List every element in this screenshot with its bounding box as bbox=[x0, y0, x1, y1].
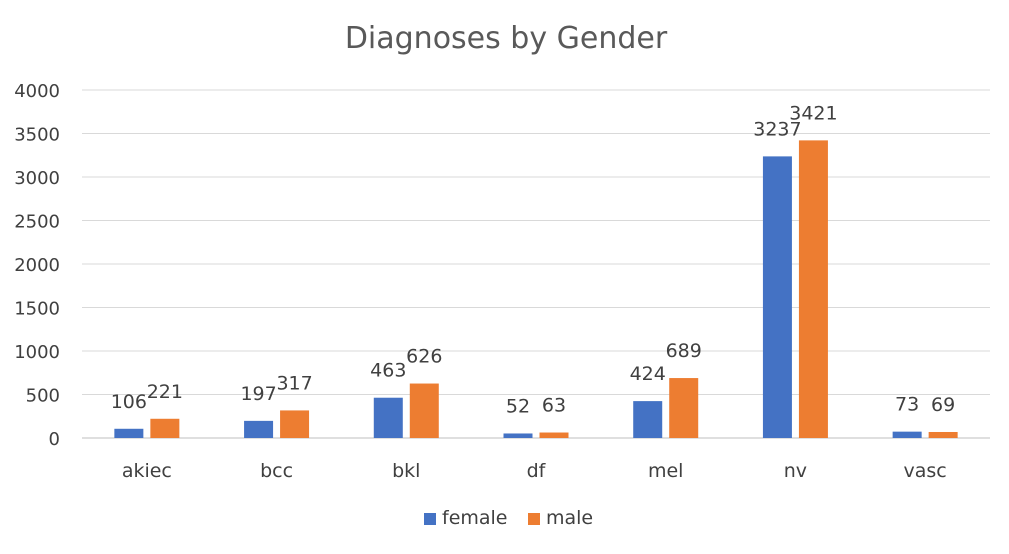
data-label-female-nv: 3237 bbox=[753, 118, 801, 140]
legend-label-male: male bbox=[546, 507, 593, 529]
x-axis-categories: akiec bcc bkl df mel nv vasc bbox=[122, 460, 947, 482]
bar-female-vasc bbox=[892, 431, 922, 438]
bars bbox=[114, 140, 958, 439]
data-label-male-df: 63 bbox=[542, 395, 566, 417]
bar-male-nv bbox=[798, 140, 828, 439]
data-label-male-bcc: 317 bbox=[276, 372, 312, 394]
y-tick-label: 2000 bbox=[14, 255, 60, 276]
legend-label-female: female bbox=[442, 507, 508, 529]
bar-male-bkl bbox=[409, 383, 439, 438]
y-tick-label: 1500 bbox=[14, 299, 60, 320]
data-label-male-mel: 689 bbox=[666, 340, 702, 362]
data-label-female-vasc: 73 bbox=[895, 394, 919, 416]
y-tick-label: 0 bbox=[49, 429, 60, 450]
bar-female-akiec bbox=[114, 428, 144, 438]
bar-male-mel bbox=[669, 378, 699, 438]
data-label-female-df: 52 bbox=[506, 395, 530, 417]
category-label: nv bbox=[784, 460, 807, 482]
y-axis-ticks: 0 500 1000 1500 2000 2500 3000 3500 4000 bbox=[14, 81, 60, 450]
data-label-female-akiec: 106 bbox=[111, 391, 147, 413]
data-label-male-akiec: 221 bbox=[147, 381, 183, 403]
category-label: akiec bbox=[122, 460, 172, 482]
gridlines bbox=[82, 89, 990, 439]
data-label-female-bcc: 197 bbox=[240, 383, 276, 405]
y-tick-label: 3000 bbox=[14, 168, 60, 189]
y-tick-label: 1000 bbox=[14, 342, 60, 363]
chart-title: Diagnoses by Gender bbox=[345, 21, 668, 56]
y-tick-label: 500 bbox=[26, 386, 60, 407]
bar-female-mel bbox=[633, 401, 663, 438]
bar-male-akiec bbox=[150, 418, 180, 438]
category-label: df bbox=[527, 460, 547, 482]
data-label-male-vasc: 69 bbox=[931, 394, 955, 416]
data-label-female-bkl: 463 bbox=[370, 360, 406, 382]
bar-female-bcc bbox=[244, 420, 274, 438]
category-label: mel bbox=[648, 460, 683, 482]
legend-swatch-female bbox=[424, 513, 436, 525]
legend-swatch-male bbox=[528, 513, 540, 525]
data-label-male-nv: 3421 bbox=[789, 102, 837, 124]
category-label: vasc bbox=[904, 460, 947, 482]
y-tick-label: 3500 bbox=[14, 125, 60, 146]
data-label-male-bkl: 626 bbox=[406, 346, 442, 368]
category-label: bkl bbox=[392, 460, 420, 482]
y-tick-label: 2500 bbox=[14, 212, 60, 233]
bar-male-vasc bbox=[928, 431, 958, 438]
bar-male-bcc bbox=[280, 410, 310, 438]
bar-female-df bbox=[503, 433, 533, 438]
bar-female-nv bbox=[762, 156, 792, 439]
data-label-female-mel: 424 bbox=[630, 363, 666, 385]
bar-male-df bbox=[539, 432, 569, 438]
y-tick-label: 4000 bbox=[14, 81, 60, 102]
legend: female male bbox=[424, 507, 593, 529]
bar-female-bkl bbox=[373, 397, 403, 438]
category-label: bcc bbox=[260, 460, 293, 482]
